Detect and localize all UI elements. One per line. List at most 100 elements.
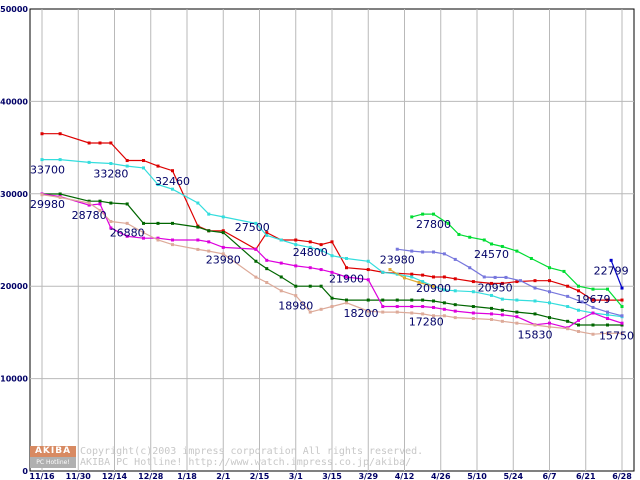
data-point — [432, 305, 435, 309]
x-tick-label: 2/1 — [216, 472, 230, 480]
data-point — [421, 212, 425, 216]
data-point — [468, 235, 472, 239]
data-point — [125, 164, 129, 168]
data-point — [490, 293, 493, 297]
data-point — [566, 305, 570, 309]
data-point — [207, 212, 211, 216]
data-point — [142, 166, 145, 170]
data-point — [171, 238, 174, 242]
data-point — [566, 284, 570, 288]
data-point — [221, 245, 225, 249]
data-point — [308, 284, 312, 288]
data-point — [221, 215, 225, 219]
data-point — [442, 307, 446, 311]
data-point — [109, 161, 113, 165]
data-label: 28780 — [72, 209, 107, 222]
data-label: 20900 — [416, 282, 451, 295]
data-point — [319, 307, 323, 311]
data-point — [381, 270, 385, 274]
akiba-logo: AKIBA PC Hotline! — [30, 446, 76, 468]
data-point — [142, 231, 145, 235]
data-point — [125, 234, 129, 238]
data-point — [345, 298, 348, 302]
data-point — [442, 275, 446, 279]
data-point — [265, 231, 269, 235]
data-point — [442, 252, 446, 256]
data-point — [366, 298, 370, 302]
data-point — [577, 284, 580, 288]
data-point — [109, 141, 113, 145]
data-point — [533, 286, 537, 290]
data-point — [620, 331, 624, 335]
data-point — [500, 313, 504, 317]
data-point — [421, 312, 425, 316]
data-label: 18200 — [344, 307, 379, 320]
data-point — [515, 280, 519, 284]
data-point — [453, 316, 457, 320]
data-point — [471, 280, 475, 284]
data-point — [254, 275, 258, 279]
data-point — [453, 309, 457, 313]
x-axis-ticks: 11/16 11/30 12/14 12/28 1/18 2/1 2/15 3/1 3/15 3/… — [29, 472, 632, 480]
data-point — [58, 158, 62, 162]
data-point — [490, 242, 493, 246]
data-point — [221, 229, 225, 233]
data-point — [308, 266, 312, 270]
data-point — [58, 192, 62, 196]
data-point — [410, 311, 414, 315]
y-tick-label: 10000 — [0, 375, 28, 384]
data-point — [468, 266, 472, 270]
data-point — [591, 287, 595, 291]
series-line-8 — [389, 269, 434, 287]
data-point — [171, 221, 174, 225]
data-point — [620, 305, 624, 309]
data-label: 29980 — [30, 198, 65, 211]
data-point — [395, 305, 399, 309]
data-point — [156, 236, 160, 240]
data-point — [265, 258, 269, 262]
data-point — [395, 298, 399, 302]
data-point — [254, 247, 258, 251]
x-tick-label: 2/15 — [250, 472, 270, 480]
data-label: 23980 — [380, 253, 415, 266]
data-point — [421, 250, 425, 254]
data-point — [87, 160, 91, 164]
x-tick-label: 5/24 — [503, 472, 523, 480]
data-point — [606, 310, 609, 314]
data-point — [606, 313, 609, 317]
data-label: 24800 — [293, 246, 328, 259]
y-axis-ticks: 0 10000 20000 30000 40000 50000 — [0, 5, 28, 476]
data-point — [395, 310, 399, 314]
data-point — [432, 250, 435, 254]
data-point — [410, 275, 414, 279]
data-point — [87, 141, 91, 145]
data-point — [207, 240, 211, 244]
data-point — [109, 226, 113, 230]
data-point — [471, 311, 475, 315]
data-point — [142, 221, 145, 225]
data-point — [156, 164, 160, 168]
x-tick-label: 5/10 — [467, 472, 487, 480]
data-point — [345, 256, 348, 260]
data-point — [606, 298, 609, 302]
data-point — [453, 257, 457, 261]
x-tick-label: 6/21 — [576, 472, 596, 480]
data-point — [606, 323, 609, 327]
data-label: 18980 — [278, 300, 313, 313]
data-point — [515, 298, 519, 302]
data-point — [606, 287, 609, 291]
data-point — [490, 306, 493, 310]
data-point — [580, 300, 584, 304]
data-point — [410, 249, 414, 253]
data-point — [548, 321, 551, 325]
data-point — [279, 238, 283, 242]
data-point — [606, 331, 609, 335]
data-point — [548, 325, 551, 329]
data-point — [515, 315, 519, 319]
data-point — [366, 278, 370, 282]
series-line-1 — [42, 133, 622, 301]
data-point — [482, 275, 486, 279]
data-point — [471, 305, 475, 309]
